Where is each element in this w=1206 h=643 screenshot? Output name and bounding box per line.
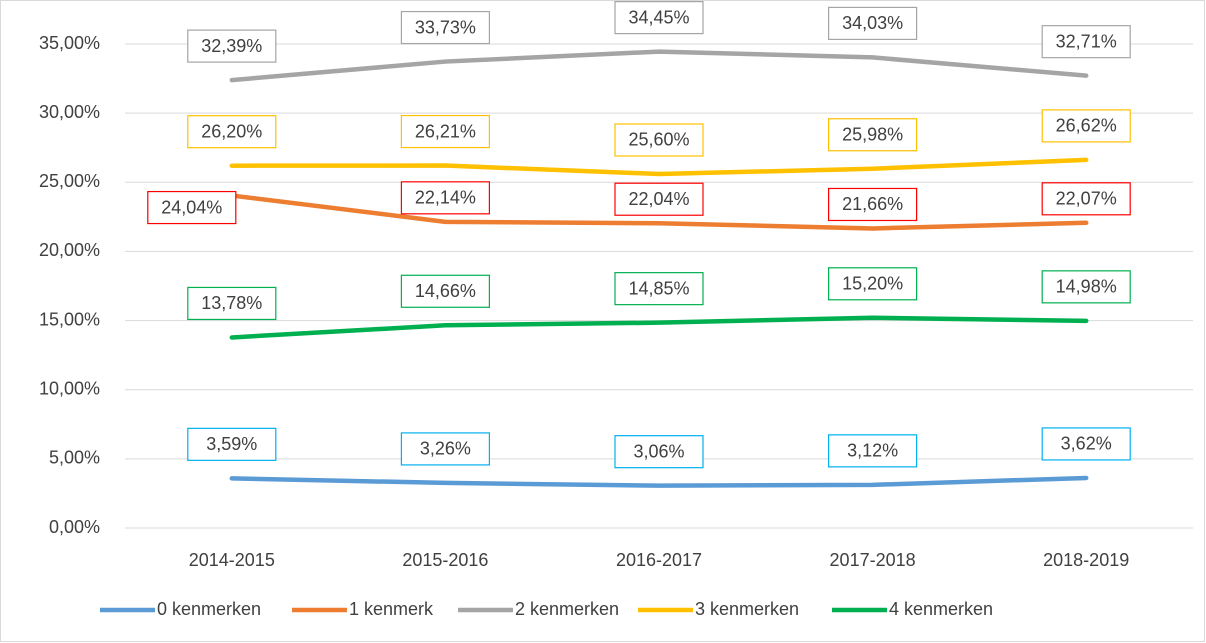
x-tick-label: 2015-2016 <box>402 550 488 570</box>
data-label-box <box>614 435 704 469</box>
data-label: 3,59% <box>206 434 257 454</box>
series-line <box>229 315 1089 340</box>
data-label: 14,85% <box>628 278 689 298</box>
data-label-box <box>187 427 277 461</box>
y-tick-label: 20,00% <box>39 240 100 260</box>
data-label: 22,04% <box>628 189 689 209</box>
data-label-box <box>614 272 704 306</box>
data-label-box <box>827 267 918 301</box>
legend-label: 4 kenmerken <box>889 599 993 619</box>
data-label: 3,12% <box>847 441 898 461</box>
data-label-box <box>400 181 490 215</box>
series-line <box>229 475 1089 488</box>
series-line <box>229 49 1089 83</box>
data-label: 32,71% <box>1056 31 1117 51</box>
data-label: 25,98% <box>842 124 903 144</box>
y-tick-label: 10,00% <box>39 378 100 398</box>
data-label-box <box>1041 109 1131 143</box>
data-label-box <box>1041 427 1131 461</box>
data-label-box <box>400 432 490 466</box>
data-label-box <box>400 10 490 45</box>
legend-label: 0 kenmerken <box>157 599 261 619</box>
y-tick-label: 35,00% <box>39 33 100 53</box>
data-label: 26,20% <box>201 121 262 141</box>
data-label-box <box>187 115 277 149</box>
x-tick-label: 2014-2015 <box>189 550 275 570</box>
data-label: 3,26% <box>420 439 471 459</box>
data-label: 15,20% <box>842 274 903 294</box>
data-label-box <box>187 29 277 63</box>
y-tick-label: 15,00% <box>39 309 100 329</box>
x-tick-label: 2018-2019 <box>1043 550 1129 570</box>
data-label-box <box>614 182 704 216</box>
data-label: 33,73% <box>415 17 476 37</box>
data-label: 34,45% <box>628 7 689 27</box>
data-label: 25,60% <box>628 130 689 150</box>
series-line <box>229 157 1089 177</box>
data-label-box <box>1041 182 1131 216</box>
legend-label: 2 kenmerken <box>515 599 619 619</box>
data-label-box <box>614 123 704 157</box>
data-label: 26,21% <box>415 121 476 141</box>
data-label-box <box>827 6 918 41</box>
data-label-box <box>827 434 918 468</box>
data-label: 13,78% <box>201 293 262 313</box>
data-label-box <box>147 190 237 225</box>
data-label-box <box>1041 270 1131 304</box>
data-label: 34,03% <box>842 13 903 33</box>
data-label-box <box>187 286 277 321</box>
data-label: 3,62% <box>1061 434 1112 454</box>
data-label-box <box>827 118 918 152</box>
data-label: 21,66% <box>842 194 903 214</box>
data-label-box <box>400 274 490 308</box>
y-tick-label: 5,00% <box>49 448 100 468</box>
data-label-box <box>400 114 490 149</box>
data-label: 3,06% <box>633 441 684 461</box>
x-tick-label: 2017-2018 <box>830 550 916 570</box>
data-label: 14,66% <box>415 281 476 301</box>
y-tick-label: 25,00% <box>39 171 100 191</box>
data-label: 22,14% <box>415 188 476 208</box>
legend-label: 1 kenmerk <box>349 599 434 619</box>
series-line <box>229 193 1089 231</box>
data-label: 32,39% <box>201 36 262 56</box>
y-tick-label: 0,00% <box>49 517 100 537</box>
x-tick-label: 2016-2017 <box>616 550 702 570</box>
data-label: 26,62% <box>1056 116 1117 136</box>
data-label-box <box>827 187 918 222</box>
data-label: 14,98% <box>1056 277 1117 297</box>
data-label-box <box>614 1 704 35</box>
y-tick-label: 30,00% <box>39 102 100 122</box>
data-label: 22,07% <box>1056 189 1117 209</box>
data-label: 24,04% <box>161 197 222 217</box>
legend-label: 3 kenmerken <box>695 599 799 619</box>
data-label-box <box>1041 25 1131 59</box>
